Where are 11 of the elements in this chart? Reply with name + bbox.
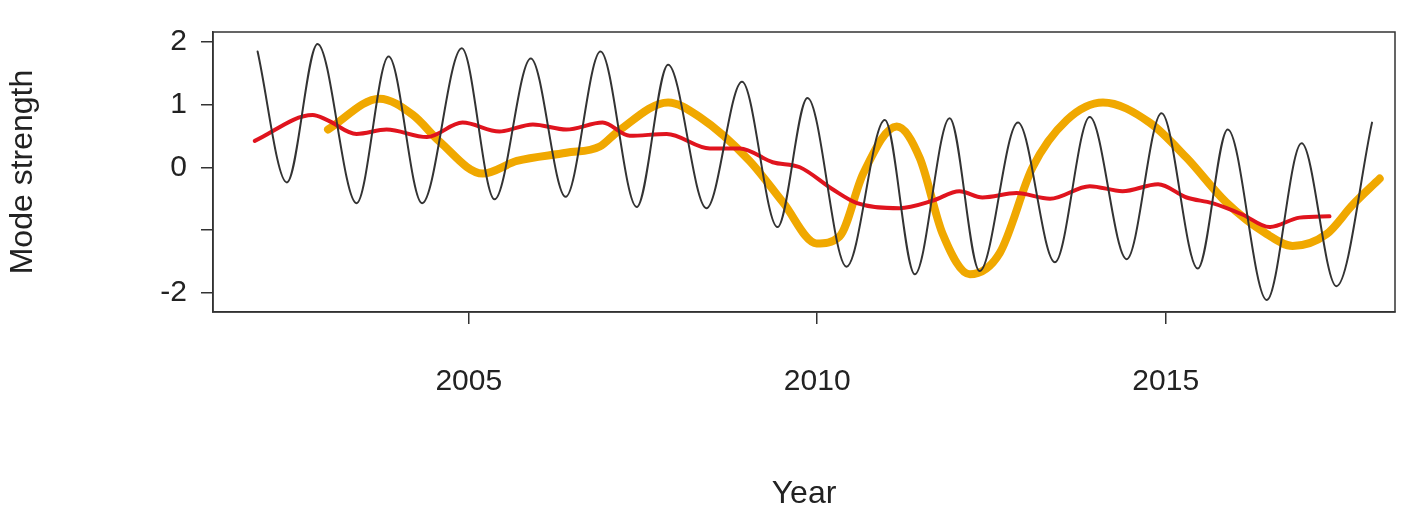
y-tick-label: -2 — [160, 274, 187, 308]
line-series — [252, 113, 1332, 230]
x-tick-label: 2015 — [1132, 363, 1200, 397]
y-axis-title: Mode strength — [3, 69, 40, 275]
y-tick-label: 1 — [170, 85, 187, 119]
y-tick-label: 2 — [170, 22, 187, 56]
x-axis-title: Year — [771, 473, 837, 510]
line-series — [256, 42, 1373, 302]
x-tick-label: 2010 — [783, 363, 851, 397]
x-tick-label: 2005 — [435, 363, 503, 397]
y-tick-label: 0 — [170, 148, 187, 182]
